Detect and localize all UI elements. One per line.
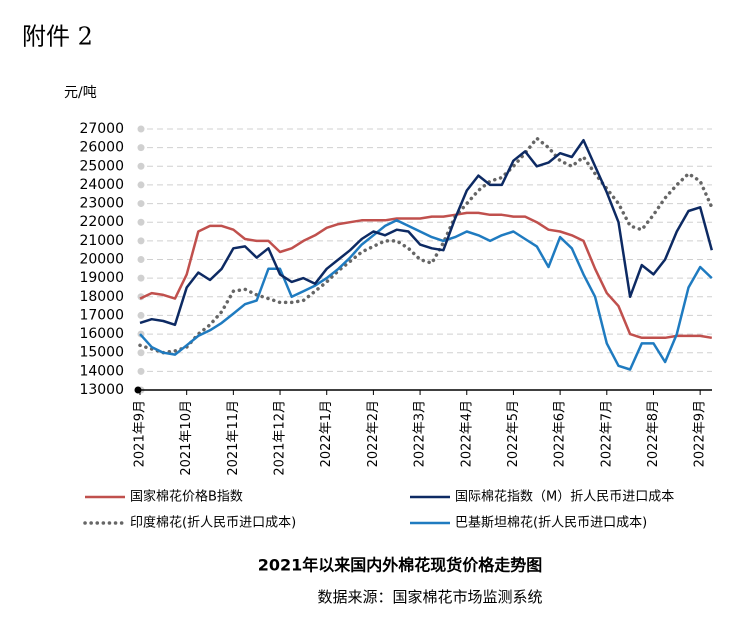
tick-dot bbox=[137, 200, 145, 208]
y-tick-label: 20000 bbox=[79, 252, 124, 268]
x-tick-label: 2022年7月 bbox=[599, 400, 614, 467]
y-tick-label: 23000 bbox=[79, 196, 124, 212]
y-tick-label: 22000 bbox=[79, 214, 124, 230]
tick-dot bbox=[137, 144, 145, 152]
x-tick-label: 2021年9月 bbox=[133, 400, 148, 467]
series-line bbox=[139, 211, 713, 340]
tick-dot bbox=[137, 367, 145, 375]
tick-dot bbox=[137, 218, 145, 226]
legend-label: 印度棉花(折人民币进口成本) bbox=[130, 515, 296, 531]
y-tick-label: 18000 bbox=[79, 289, 124, 305]
header: 附件 2 bbox=[22, 23, 93, 51]
source: 数据来源：国家棉花市场监测系统 bbox=[317, 588, 542, 606]
y-tick-label: 21000 bbox=[79, 233, 124, 249]
y-tick-label: 16000 bbox=[79, 326, 124, 342]
chart-title: 2021年以来国内外棉花现货价格走势图 bbox=[258, 556, 543, 575]
tick-dot bbox=[137, 256, 145, 263]
tick-dot bbox=[137, 125, 145, 133]
y-tick-label: 26000 bbox=[79, 140, 124, 156]
y-tick-label: 13000 bbox=[79, 382, 124, 398]
x-tick-label: 2022年8月 bbox=[646, 400, 661, 467]
y-tick-label: 17000 bbox=[79, 307, 124, 323]
tick-dot bbox=[137, 181, 145, 189]
legend-label: 国家棉花价格B指数 bbox=[130, 489, 243, 505]
x-tick-label: 2022年2月 bbox=[366, 400, 381, 467]
series-line bbox=[138, 136, 714, 355]
tick-dot bbox=[137, 237, 145, 245]
y-tick-label: 14000 bbox=[79, 363, 124, 379]
series-line bbox=[139, 219, 713, 371]
legend-label: 国际棉花指数（M）折人民币进口成本 bbox=[455, 489, 674, 505]
x-tick-label: 2021年10月 bbox=[179, 400, 194, 476]
x-tick-label: 2022年4月 bbox=[459, 400, 474, 467]
tick-dot bbox=[137, 274, 145, 282]
x-tick-label: 2022年9月 bbox=[693, 400, 708, 467]
x-tick-label: 2022年3月 bbox=[413, 400, 428, 467]
x-tick-label: 2022年5月 bbox=[506, 400, 521, 467]
y-tick-label: 19000 bbox=[79, 270, 124, 286]
tick-dot bbox=[137, 349, 145, 357]
y-tick-label: 27000 bbox=[79, 121, 124, 137]
y-tick-label: 24000 bbox=[79, 177, 124, 193]
x-tick-label: 2021年12月 bbox=[273, 400, 288, 476]
x-tick-label: 2022年6月 bbox=[553, 400, 568, 467]
y-tick-label: 25000 bbox=[79, 158, 124, 174]
x-tick-label: 2021年11月 bbox=[226, 400, 241, 476]
y-axis-label: 元/吨 bbox=[64, 85, 97, 101]
tick-dot bbox=[137, 162, 145, 170]
legend-label: 巴基斯坦棉花(折人民币进口成本) bbox=[455, 515, 647, 531]
tick-dot bbox=[137, 311, 145, 319]
y-tick-label: 15000 bbox=[79, 345, 124, 361]
x-tick-label: 2022年1月 bbox=[319, 400, 334, 467]
series-line bbox=[139, 138, 714, 327]
